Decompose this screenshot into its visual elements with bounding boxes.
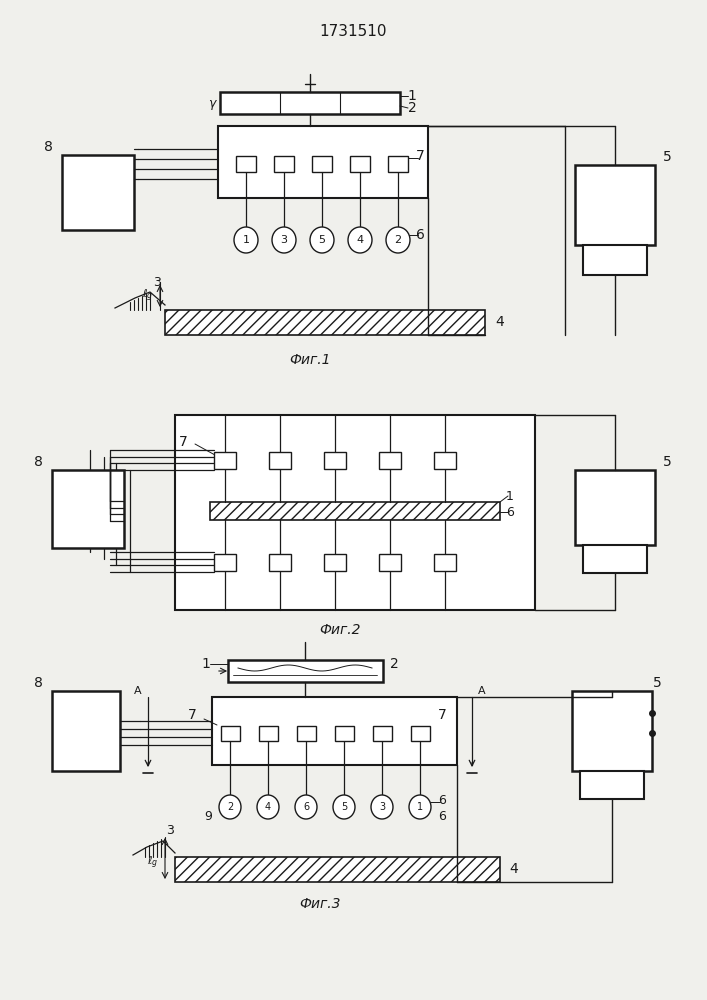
Bar bbox=[583, 545, 647, 573]
Bar bbox=[214, 452, 236, 468]
Bar bbox=[434, 554, 456, 570]
Text: Фиг.3: Фиг.3 bbox=[299, 897, 341, 911]
Ellipse shape bbox=[310, 227, 334, 253]
Bar bbox=[388, 156, 408, 172]
Bar bbox=[379, 452, 401, 468]
Ellipse shape bbox=[333, 795, 355, 819]
Bar bbox=[583, 245, 647, 275]
Bar bbox=[175, 415, 535, 610]
Text: A: A bbox=[478, 686, 486, 696]
Text: 1: 1 bbox=[201, 657, 211, 671]
Ellipse shape bbox=[371, 795, 393, 819]
Text: 2: 2 bbox=[390, 657, 398, 671]
Text: 4: 4 bbox=[356, 235, 363, 245]
Bar bbox=[236, 156, 256, 172]
Bar bbox=[52, 691, 120, 771]
Bar bbox=[575, 470, 655, 545]
Bar bbox=[274, 156, 294, 172]
Text: 3: 3 bbox=[379, 802, 385, 812]
Bar bbox=[259, 726, 278, 740]
Bar bbox=[379, 554, 401, 570]
Text: 3: 3 bbox=[153, 275, 161, 288]
Ellipse shape bbox=[234, 227, 258, 253]
Text: 8: 8 bbox=[33, 455, 42, 469]
Bar bbox=[221, 726, 240, 740]
Text: 8: 8 bbox=[44, 140, 52, 154]
Text: 6: 6 bbox=[303, 802, 309, 812]
Text: 9: 9 bbox=[204, 810, 212, 824]
Bar bbox=[220, 92, 400, 114]
Text: 3: 3 bbox=[281, 235, 288, 245]
Text: 3: 3 bbox=[166, 824, 174, 838]
Text: 5: 5 bbox=[653, 676, 661, 690]
Text: 6: 6 bbox=[416, 228, 424, 242]
Bar bbox=[212, 697, 457, 765]
Bar bbox=[334, 726, 354, 740]
Ellipse shape bbox=[348, 227, 372, 253]
Bar bbox=[411, 726, 429, 740]
Ellipse shape bbox=[257, 795, 279, 819]
Text: $\ell_g$: $\ell_g$ bbox=[142, 288, 153, 304]
Text: 7: 7 bbox=[179, 435, 187, 449]
Bar bbox=[312, 156, 332, 172]
Text: A: A bbox=[134, 686, 142, 696]
Bar bbox=[324, 554, 346, 570]
Text: 6: 6 bbox=[438, 794, 446, 808]
Text: $\ell_g$: $\ell_g$ bbox=[147, 855, 158, 871]
Bar bbox=[575, 165, 655, 245]
Text: 7: 7 bbox=[187, 708, 197, 722]
Bar bbox=[350, 156, 370, 172]
Text: 6: 6 bbox=[506, 506, 514, 518]
Bar bbox=[296, 726, 315, 740]
Bar bbox=[52, 470, 124, 548]
Bar bbox=[434, 452, 456, 468]
Text: Фиг.1: Фиг.1 bbox=[289, 353, 331, 367]
Bar bbox=[175, 857, 500, 882]
Bar bbox=[324, 452, 346, 468]
Text: 7: 7 bbox=[416, 149, 424, 163]
Bar bbox=[580, 771, 644, 799]
Text: 7: 7 bbox=[438, 708, 446, 722]
Text: 1: 1 bbox=[417, 802, 423, 812]
Text: 1: 1 bbox=[506, 489, 514, 502]
Ellipse shape bbox=[272, 227, 296, 253]
Text: 6: 6 bbox=[438, 810, 446, 824]
Text: 2: 2 bbox=[408, 101, 416, 115]
Bar bbox=[210, 502, 500, 520]
Text: 4: 4 bbox=[510, 862, 518, 876]
Bar bbox=[373, 726, 392, 740]
Text: 1731510: 1731510 bbox=[320, 24, 387, 39]
Text: 1: 1 bbox=[243, 235, 250, 245]
Bar bbox=[572, 691, 652, 771]
Text: 5: 5 bbox=[341, 802, 347, 812]
Ellipse shape bbox=[219, 795, 241, 819]
Text: 5: 5 bbox=[662, 150, 672, 164]
Text: 1: 1 bbox=[407, 89, 416, 103]
Text: 5: 5 bbox=[662, 455, 672, 469]
Bar bbox=[214, 554, 236, 570]
Bar bbox=[218, 126, 428, 198]
Text: 2: 2 bbox=[227, 802, 233, 812]
Ellipse shape bbox=[386, 227, 410, 253]
Ellipse shape bbox=[409, 795, 431, 819]
Bar bbox=[228, 660, 383, 682]
Text: 4: 4 bbox=[265, 802, 271, 812]
Bar bbox=[165, 310, 485, 335]
Bar bbox=[269, 452, 291, 468]
Bar bbox=[269, 554, 291, 570]
Text: 8: 8 bbox=[33, 676, 42, 690]
Ellipse shape bbox=[295, 795, 317, 819]
Text: γ: γ bbox=[209, 97, 216, 109]
Text: 5: 5 bbox=[318, 235, 325, 245]
Text: Фиг.2: Фиг.2 bbox=[320, 623, 361, 637]
Text: 2: 2 bbox=[395, 235, 402, 245]
Bar bbox=[62, 155, 134, 230]
Text: 4: 4 bbox=[496, 315, 504, 329]
